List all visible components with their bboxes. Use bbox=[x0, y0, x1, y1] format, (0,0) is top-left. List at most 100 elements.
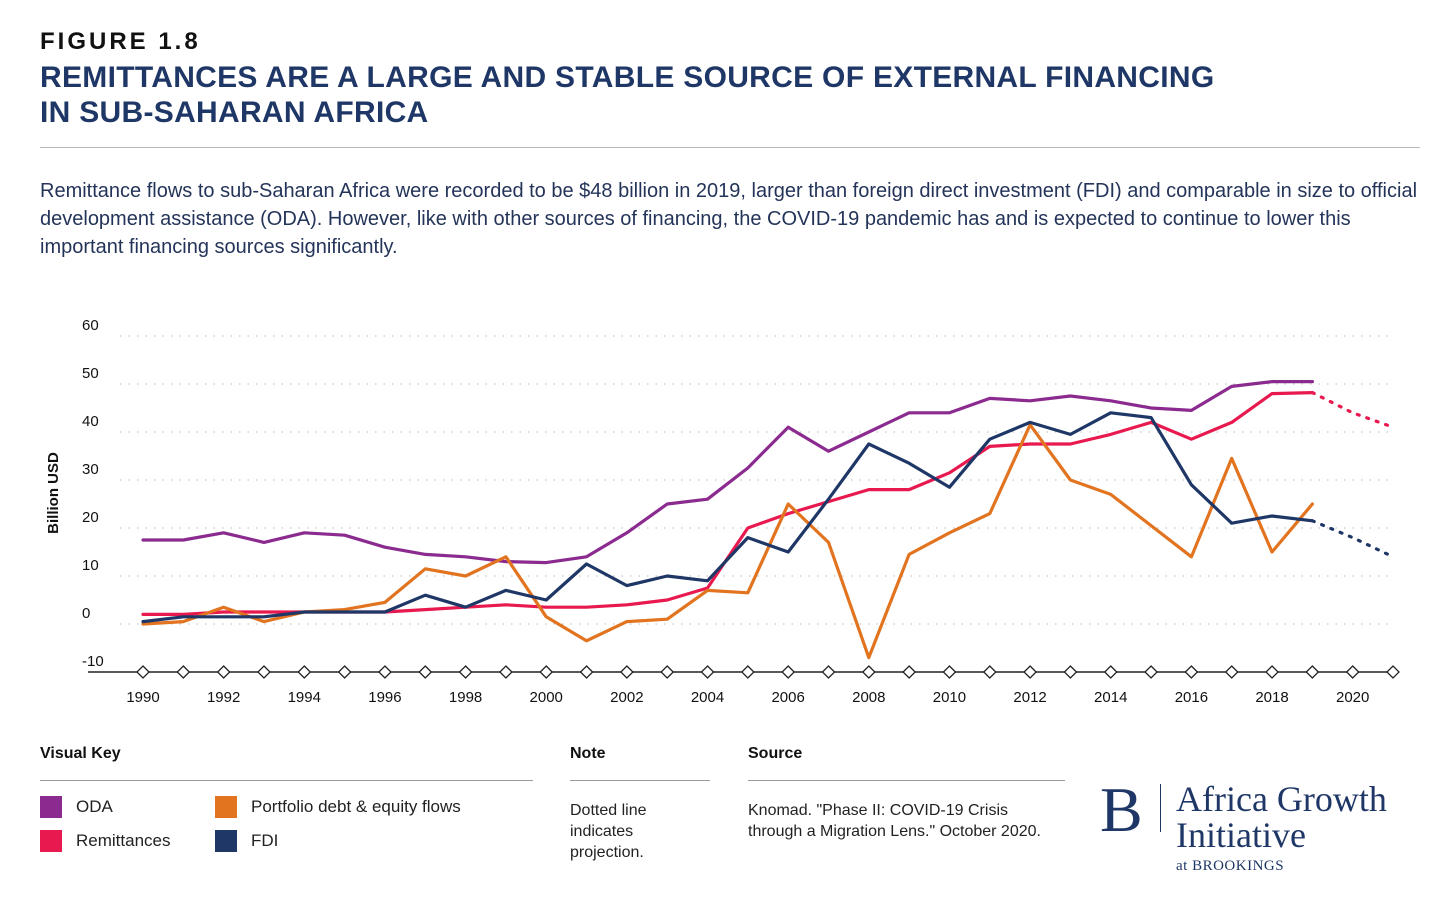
x-axis-year-marker bbox=[1103, 665, 1118, 679]
x-axis-year-marker bbox=[176, 665, 191, 679]
legend-label-fdi: FDI bbox=[251, 831, 279, 850]
x-axis-year-marker bbox=[1265, 665, 1279, 679]
x-tick-label: 2012 bbox=[1013, 689, 1046, 706]
header-divider bbox=[40, 147, 1420, 148]
y-tick-label: -10 bbox=[82, 653, 104, 670]
note-heading: Note bbox=[570, 745, 606, 762]
x-axis-year-marker bbox=[498, 665, 513, 679]
x-axis-year-marker bbox=[1144, 665, 1158, 679]
x-axis-year-marker bbox=[539, 665, 554, 679]
legend-heading: Visual Key bbox=[40, 745, 121, 762]
legend-label-portfolio: Portfolio debt & equity flows bbox=[251, 797, 461, 816]
note-line-2: indicates bbox=[570, 823, 634, 840]
y-tick-label: 50 bbox=[82, 365, 99, 382]
x-tick-label: 1996 bbox=[368, 689, 401, 706]
x-axis-year-marker bbox=[861, 665, 876, 679]
x-axis-year-marker bbox=[378, 665, 392, 679]
x-tick-label: 2014 bbox=[1094, 689, 1127, 706]
chart-grid bbox=[120, 335, 1393, 625]
x-tick-label: 2000 bbox=[530, 689, 563, 706]
series-line-fdi bbox=[141, 411, 1315, 624]
x-axis-year-marker bbox=[740, 665, 755, 679]
x-tick-label: 2018 bbox=[1255, 689, 1288, 706]
x-axis-year-marker bbox=[1224, 665, 1239, 679]
figure-subtitle: Remittance flows to sub-Saharan Africa w… bbox=[40, 180, 1418, 258]
x-axis-year-marker bbox=[297, 665, 312, 679]
y-axis-label: Billion USD bbox=[45, 452, 62, 534]
x-axis-year-marker bbox=[418, 665, 433, 679]
x-axis-year-marker bbox=[1184, 665, 1199, 679]
x-axis-year-marker bbox=[902, 665, 917, 679]
source-text: Knomad. "Phase II: COVID-19 Crisis throu… bbox=[748, 800, 1041, 842]
logo-mark: B bbox=[1100, 774, 1143, 845]
note-divider bbox=[570, 780, 710, 781]
x-tick-label: 2010 bbox=[933, 689, 966, 706]
source-divider bbox=[748, 780, 1065, 781]
x-tick-label: 2006 bbox=[771, 689, 804, 706]
logo-line-1: Africa Growth bbox=[1176, 779, 1387, 819]
source-line-1: Knomad. "Phase II: COVID-19 Crisis bbox=[748, 802, 1008, 819]
y-tick-label: 20 bbox=[82, 509, 99, 526]
figure-title: REMITTANCES ARE A LARGE AND STABLE SOURC… bbox=[40, 60, 1420, 130]
legend-item-remittances: Remittances bbox=[40, 830, 170, 852]
source-heading: Source bbox=[748, 745, 803, 762]
y-tick-label: 30 bbox=[82, 461, 99, 478]
note-line-1: Dotted line bbox=[570, 802, 647, 819]
x-axis-baseline bbox=[88, 665, 1400, 679]
x-tick-label: 1992 bbox=[207, 689, 240, 706]
legend-swatch-remittances bbox=[40, 830, 62, 852]
x-axis-ticks: 1990 1992 1994 1996 1998 2000 2002 2004 2006 2008… bbox=[126, 689, 1369, 706]
x-tick-label: 2002 bbox=[610, 689, 643, 706]
legend-label-oda: ODA bbox=[76, 797, 113, 816]
legend-swatch-portfolio bbox=[215, 796, 237, 818]
x-axis-year-marker bbox=[660, 665, 675, 679]
logo-divider bbox=[1160, 784, 1161, 832]
x-axis-year-marker bbox=[1305, 665, 1320, 679]
x-tick-label: 2016 bbox=[1175, 689, 1208, 706]
legend-item-oda: ODA bbox=[40, 796, 113, 818]
figure-title-line-2: IN SUB-SAHARAN AFRICA bbox=[40, 96, 429, 129]
x-axis-year-marker bbox=[136, 665, 150, 679]
y-tick-label: 0 bbox=[82, 605, 90, 622]
x-axis-year-marker bbox=[1063, 665, 1078, 679]
note-text: Dotted line indicates projection. bbox=[570, 800, 647, 863]
legend-divider bbox=[40, 780, 533, 781]
legend-item-portfolio: Portfolio debt & equity flows bbox=[215, 796, 461, 818]
x-axis-year-marker bbox=[458, 665, 473, 679]
brookings-logo: B Africa Growth Initiative at BROOKINGS bbox=[1100, 774, 1430, 880]
series-projection-fdi bbox=[1310, 519, 1395, 559]
x-axis-year-marker bbox=[942, 665, 957, 679]
series-projection-remittances bbox=[1310, 390, 1395, 429]
y-tick-label: 10 bbox=[82, 557, 99, 574]
logo-line-3: at BROOKINGS bbox=[1176, 858, 1285, 874]
x-axis-year-marker bbox=[1386, 665, 1400, 679]
source-line-2: through a Migration Lens." October 2020. bbox=[748, 823, 1041, 840]
legend-label-remittances: Remittances bbox=[76, 831, 171, 850]
x-axis-year-marker bbox=[216, 665, 231, 679]
y-axis-ticks: 60 50 40 30 20 10 0 -10 bbox=[82, 317, 104, 670]
logo-line-2: Initiative bbox=[1176, 815, 1306, 855]
x-axis-year-marker bbox=[1023, 665, 1038, 679]
x-axis-year-marker bbox=[619, 665, 634, 679]
note-line-3: projection. bbox=[570, 844, 644, 861]
y-tick-label: 40 bbox=[82, 413, 99, 430]
x-axis-year-marker bbox=[337, 665, 352, 679]
x-tick-label: 2008 bbox=[852, 689, 885, 706]
series-line-portfolio-debt-equity-flows bbox=[141, 423, 1315, 660]
figure-label: FIGURE 1.8 bbox=[40, 28, 201, 55]
x-axis-year-marker bbox=[257, 665, 271, 679]
chart-series bbox=[141, 379, 1395, 660]
x-axis-year-marker bbox=[781, 665, 796, 679]
x-axis-year-marker bbox=[579, 665, 594, 679]
x-tick-label: 1990 bbox=[126, 689, 159, 706]
x-tick-label: 1994 bbox=[288, 689, 321, 706]
series-line-remittances bbox=[141, 390, 1315, 616]
x-axis-year-marker bbox=[1345, 665, 1360, 679]
figure-title-line-1: REMITTANCES ARE A LARGE AND STABLE SOURC… bbox=[40, 61, 1215, 94]
legend-swatch-oda bbox=[40, 796, 62, 818]
legend-item-fdi: FDI bbox=[215, 830, 278, 852]
legend-swatch-fdi bbox=[215, 830, 237, 852]
x-tick-label: 2020 bbox=[1336, 689, 1369, 706]
y-tick-label: 60 bbox=[82, 317, 99, 334]
